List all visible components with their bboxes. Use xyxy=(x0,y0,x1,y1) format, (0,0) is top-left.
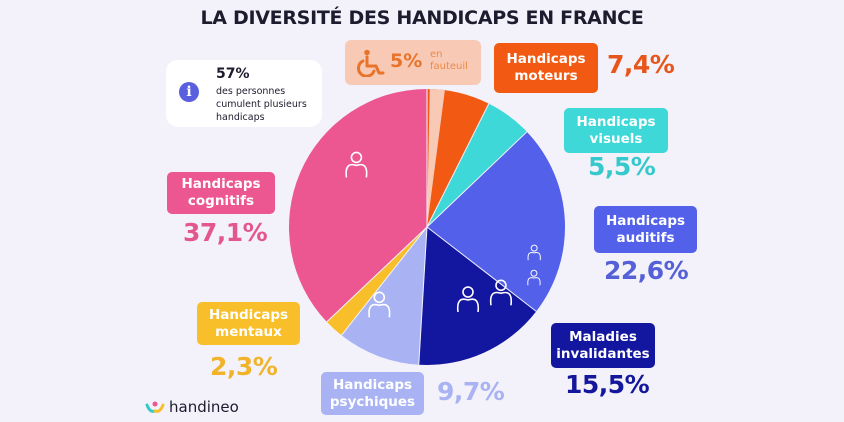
data-label-moteurs: 7,4% xyxy=(607,50,675,79)
label-box-invalidantes: Maladies invalidantes xyxy=(551,323,655,368)
pie-slice-moteurs xyxy=(427,89,489,227)
pie-slice-auditifs xyxy=(427,131,565,312)
eye-crossed-icon xyxy=(527,269,541,286)
label-text: mentaux xyxy=(215,323,282,340)
wheelchair-callout: 5% en fauteuil xyxy=(345,40,481,85)
info-card: i 57% des personnes cumulent plusieurs h… xyxy=(166,60,322,127)
label-text: Handicaps xyxy=(181,176,261,192)
slice-separator xyxy=(426,226,537,312)
data-label-auditifs: 22,6% xyxy=(604,256,689,285)
label-text: psychiques xyxy=(329,393,416,410)
label-text: Handicaps xyxy=(506,51,586,67)
person-volleyball-icon xyxy=(527,244,541,261)
label-box-visuels: Handicaps visuels xyxy=(564,108,668,153)
pie-slice-mentaux xyxy=(326,227,427,336)
page-title: LA DIVERSITÉ DES HANDICAPS EN FRANCE xyxy=(200,7,644,29)
label-text: moteurs xyxy=(514,68,578,84)
logo-text: handineo xyxy=(169,398,239,416)
label-text: Maladies xyxy=(569,328,637,345)
wheelchair-icon xyxy=(357,49,385,77)
slice-separator xyxy=(326,226,428,323)
pie-slice-fauteuil xyxy=(427,89,445,228)
label-text: visuels xyxy=(589,130,643,147)
info-icon: i xyxy=(179,82,199,102)
data-label-cognitifs: 37,1% xyxy=(183,218,268,247)
label-box-auditifs: Handicaps auditifs xyxy=(594,206,697,253)
pie-slice-invalidantes xyxy=(418,227,537,365)
head-puzzle-icon xyxy=(345,151,368,178)
data-label-psychiques: 9,7% xyxy=(437,377,505,406)
data-label-invalidantes: 15,5% xyxy=(565,370,650,399)
pie-slice-visuels xyxy=(427,103,527,227)
label-text: cognitifs xyxy=(187,193,255,209)
head-profile-icon xyxy=(368,291,391,318)
info-text: des personnes cumulent plusieurs handica… xyxy=(216,86,307,123)
data-label-visuels: 5,5% xyxy=(588,152,656,181)
label-text: Handicaps xyxy=(605,212,686,229)
pie-slice-cognitifs xyxy=(289,88,427,322)
logo-icon xyxy=(145,401,165,413)
label-text: auditifs xyxy=(616,229,675,246)
wheelchair-value: 5% xyxy=(390,50,423,72)
label-box-psychiques: Handicaps psychiques xyxy=(321,372,424,415)
info-value: 57% xyxy=(216,66,250,82)
label-text: invalidantes xyxy=(556,345,650,362)
label-text: Handicaps xyxy=(576,113,656,130)
ear-icon xyxy=(489,279,513,306)
label-box-cognitifs: Handicaps cognitifs xyxy=(167,172,275,214)
label-box-moteurs: Handicaps moteurs xyxy=(494,43,598,93)
slice-separator xyxy=(341,226,428,336)
slice-separator xyxy=(426,103,490,228)
wheelchair-text: en fauteuil xyxy=(430,49,468,72)
label-box-mentaux: Handicaps mentaux xyxy=(197,302,300,345)
data-label-mentaux: 2,3% xyxy=(210,352,278,381)
slice-separator xyxy=(426,131,528,228)
back-pain-icon xyxy=(456,286,480,313)
label-text: Handicaps xyxy=(332,376,413,393)
handineo-logo: handineo xyxy=(145,398,239,416)
label-text: Handicaps xyxy=(208,306,289,323)
slice-separator xyxy=(418,226,428,365)
